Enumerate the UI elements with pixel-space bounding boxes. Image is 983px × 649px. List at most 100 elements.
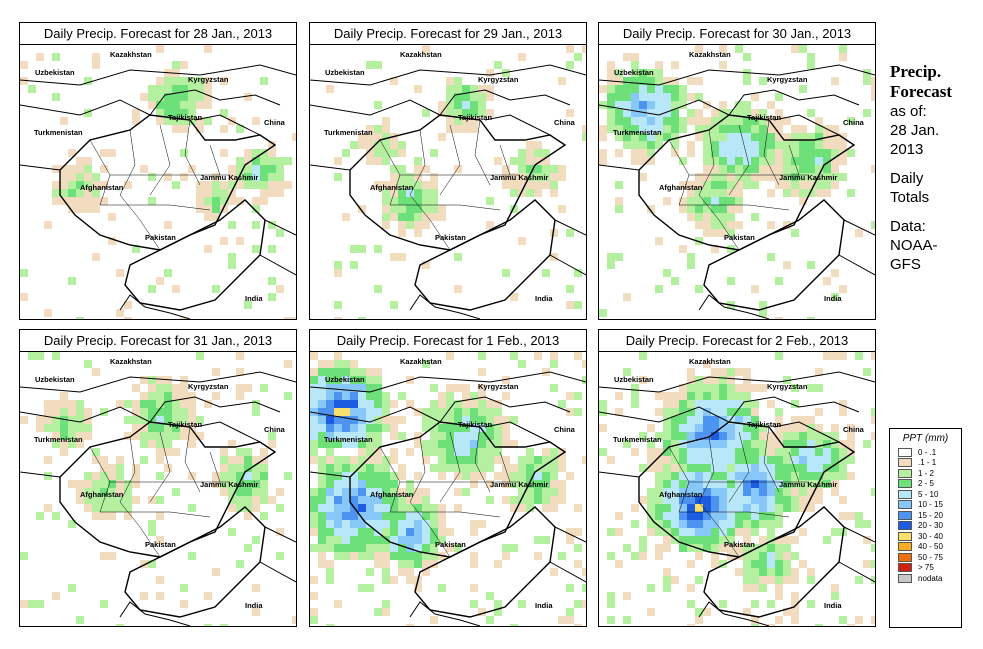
precip-grid [20, 45, 296, 319]
map-label-india: India [535, 601, 553, 610]
forecast-panel-6: Daily Precip. Forecast for 2 Feb., 2013 … [598, 329, 876, 627]
precip-map: Kazakhstan Uzbekistan Kyrgyzstan Tajikistan… [20, 45, 296, 319]
legend-row: 30 - 40 [890, 531, 961, 542]
legend-row: 50 - 75 [890, 552, 961, 563]
country-border [439, 396, 571, 443]
map-label-india: India [535, 294, 553, 303]
map-label-jammu-kashmir: Jammu Kashmir [490, 173, 548, 182]
map-label-pakistan: Pakistan [145, 233, 176, 242]
forecast-panel-3: Daily Precip. Forecast for 30 Jan., 2013… [598, 22, 876, 320]
map-label-uzbekistan: Uzbekistan [325, 375, 365, 384]
map-label-turkmenistan: Turkmenistan [613, 128, 662, 137]
totals-label: Totals [890, 189, 930, 206]
map-label-afghanistan: Afghanistan [659, 183, 703, 192]
province-borders [89, 119, 230, 251]
panel-title: Daily Precip. Forecast for 29 Jan., 2013 [310, 23, 586, 45]
province-borders [379, 426, 520, 558]
map-label-kazakhstan: Kazakhstan [689, 50, 731, 59]
country-border [599, 99, 730, 171]
map-label-kyrgyzstan: Kyrgyzstan [767, 382, 808, 391]
map-svg: Kazakhstan Uzbekistan Kyrgyzstan Tajikistan… [599, 45, 875, 319]
map-label-turkmenistan: Turkmenistan [34, 128, 83, 137]
country-border [728, 396, 860, 443]
map-label-kazakhstan: Kazakhstan [400, 50, 442, 59]
legend-label: 1 - 2 [918, 468, 935, 478]
map-label-tajikistan: Tajikistan [747, 113, 781, 122]
country-border [409, 601, 481, 626]
country-border [838, 219, 875, 276]
country-border [414, 199, 556, 311]
map-label-china: China [843, 118, 865, 127]
map-label-tajikistan: Tajikistan [458, 113, 492, 122]
country-border [124, 199, 266, 311]
panel-title: Daily Precip. Forecast for 1 Feb., 2013 [310, 330, 586, 352]
map-label-jammu-kashmir: Jammu Kashmir [490, 480, 548, 489]
country-border [149, 396, 281, 443]
country-border [119, 601, 191, 626]
legend-row: 1 - 2 [890, 468, 961, 479]
map-label-jammu-kashmir: Jammu Kashmir [200, 480, 258, 489]
map-label-pakistan: Pakistan [724, 540, 755, 549]
map-label-kazakhstan: Kazakhstan [400, 357, 442, 366]
legend-row: > 75 [890, 563, 961, 574]
legend-label: 10 - 15 [918, 500, 943, 510]
country-border [259, 526, 296, 583]
map-svg: Kazakhstan Uzbekistan Kyrgyzstan Tajikistan… [599, 352, 875, 626]
map-label-pakistan: Pakistan [145, 540, 176, 549]
map-label-turkmenistan: Turkmenistan [34, 435, 83, 444]
map-label-kazakhstan: Kazakhstan [110, 357, 152, 366]
forecast-panel-4: Daily Precip. Forecast for 31 Jan., 2013… [19, 329, 297, 627]
legend-label: 2 - 5 [918, 479, 935, 489]
forecast-panel-2: Daily Precip. Forecast for 29 Jan., 2013… [309, 22, 587, 320]
map-label-turkmenistan: Turkmenistan [324, 128, 373, 137]
legend-row: .1 - 1 [890, 458, 961, 469]
country-border [310, 64, 586, 86]
precip-grid [310, 352, 586, 626]
map-label-afghanistan: Afghanistan [659, 490, 703, 499]
precip-grid [599, 45, 875, 319]
country-border [20, 64, 296, 86]
legend-row: 5 - 10 [890, 489, 961, 500]
map-label-uzbekistan: Uzbekistan [35, 375, 75, 384]
map-label-india: India [245, 601, 263, 610]
map-label-uzbekistan: Uzbekistan [614, 68, 654, 77]
map-label-uzbekistan: Uzbekistan [325, 68, 365, 77]
country-border [599, 64, 875, 86]
legend-label: nodata [918, 573, 943, 583]
map-label-china: China [554, 425, 576, 434]
province-borders [379, 119, 520, 251]
legend-label: > 75 [918, 563, 934, 573]
country-border [409, 294, 481, 319]
map-label-pakistan: Pakistan [435, 233, 466, 242]
country-border [310, 371, 586, 393]
map-label-kazakhstan: Kazakhstan [110, 50, 152, 59]
asof-label: as of: [890, 103, 927, 120]
asof-date-line2: 2013 [890, 141, 924, 158]
side-title-line2: Forecast [890, 82, 952, 101]
legend-swatch [898, 479, 912, 489]
map-label-china: China [264, 425, 286, 434]
legend-row: nodata [890, 573, 961, 584]
precip-map: Kazakhstan Uzbekistan Kyrgyzstan Tajikistan… [310, 45, 586, 319]
panel-title: Daily Precip. Forecast for 30 Jan., 2013 [599, 23, 875, 45]
map-label-afghanistan: Afghanistan [80, 490, 124, 499]
legend-swatch [898, 468, 912, 478]
legend-swatch [898, 521, 912, 531]
province-borders [668, 426, 809, 558]
country-border [119, 294, 191, 319]
legend-row: 20 - 30 [890, 521, 961, 532]
daily-label: Daily [890, 170, 924, 187]
map-svg: Kazakhstan Uzbekistan Kyrgyzstan Tajikistan… [20, 352, 296, 626]
precip-map: Kazakhstan Uzbekistan Kyrgyzstan Tajikistan… [599, 352, 875, 626]
side-title-line1: Precip. [890, 62, 942, 81]
legend-swatch [898, 489, 912, 499]
precip-grid [599, 352, 875, 626]
map-label-tajikistan: Tajikistan [168, 420, 202, 429]
map-label-afghanistan: Afghanistan [80, 183, 124, 192]
map-label-jammu-kashmir: Jammu Kashmir [200, 173, 258, 182]
map-label-tajikistan: Tajikistan [747, 420, 781, 429]
precip-map: Kazakhstan Uzbekistan Kyrgyzstan Tajikistan… [599, 45, 875, 319]
legend-swatch [898, 458, 912, 468]
map-label-turkmenistan: Turkmenistan [324, 435, 373, 444]
